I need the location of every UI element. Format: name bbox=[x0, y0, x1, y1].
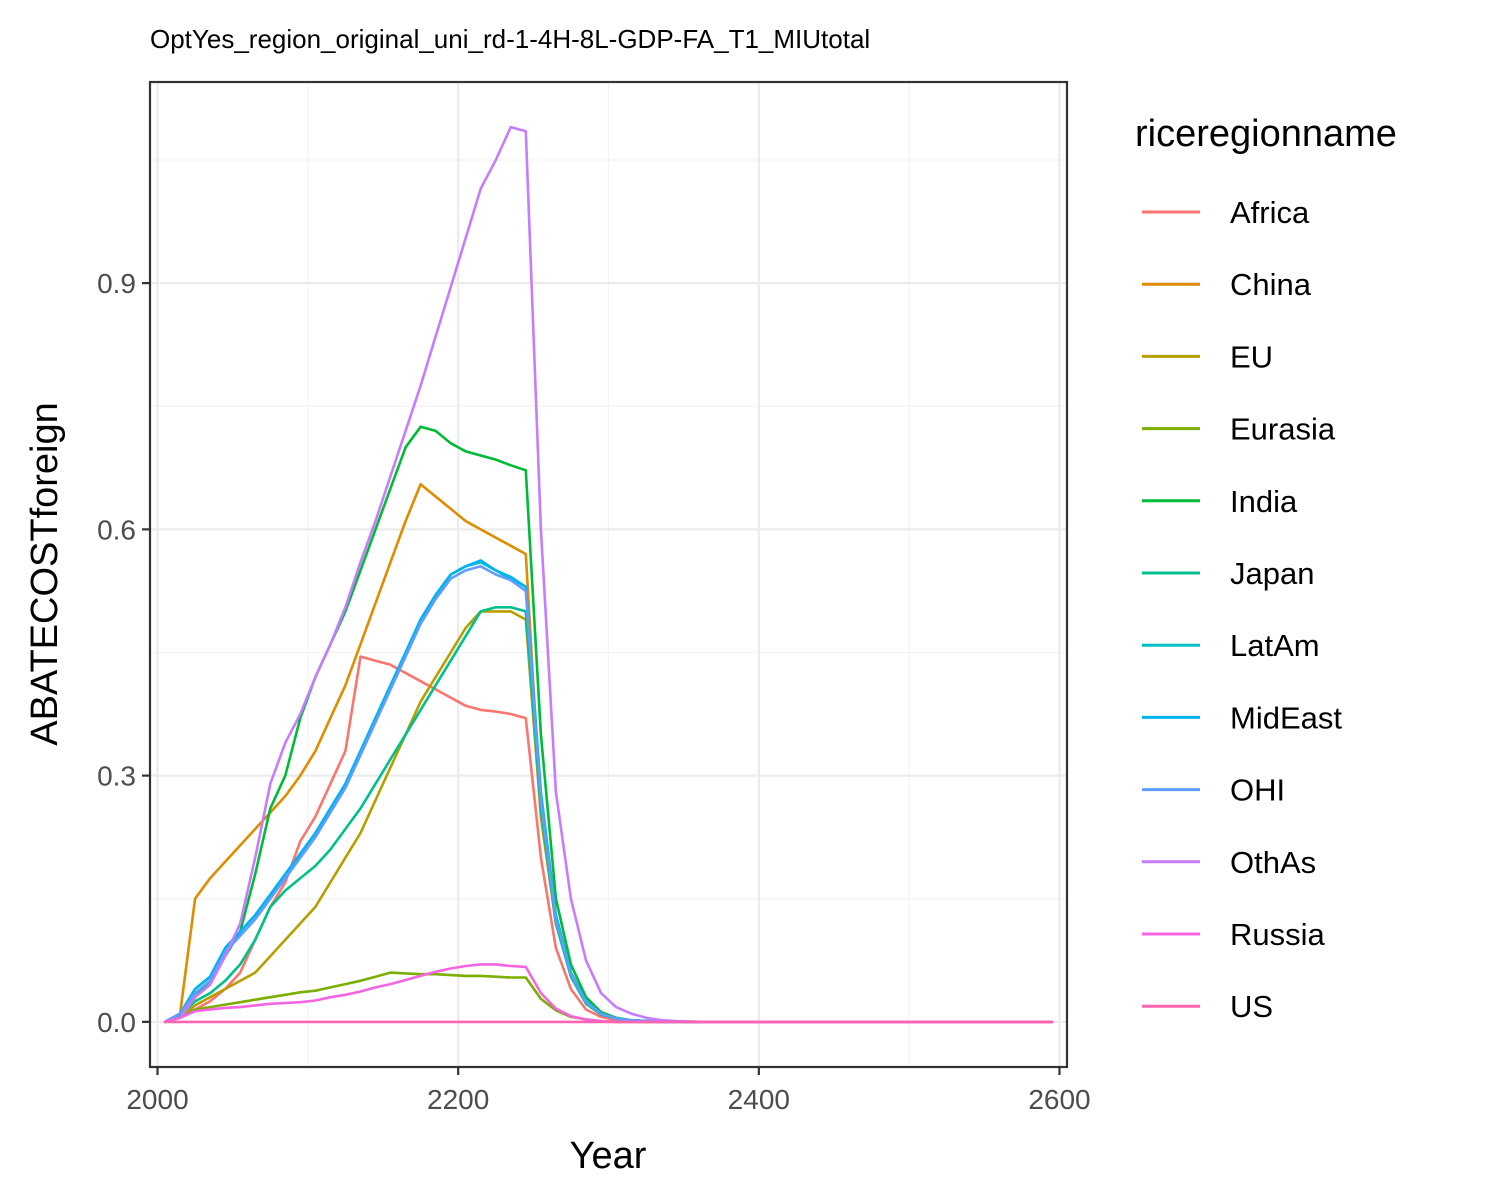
legend: riceregionname Africa China EU Eurasia India… bbox=[1135, 113, 1397, 1024]
legend-label-mideast: MidEast bbox=[1230, 700, 1342, 735]
minor-gridlines bbox=[150, 82, 1067, 1067]
legend-label-latam: LatAm bbox=[1230, 628, 1320, 663]
legend-items: Africa China EU Eurasia India Japan LatAm MidEa… bbox=[1142, 195, 1342, 1024]
y-axis-title: ABATECOSTforeign bbox=[24, 402, 66, 746]
y-tick-label: 0.3 bbox=[97, 761, 136, 792]
legend-title: riceregionname bbox=[1135, 113, 1397, 155]
legend-label-japan: Japan bbox=[1230, 556, 1314, 591]
major-gridlines bbox=[150, 82, 1067, 1067]
plot-border bbox=[148, 80, 1069, 1069]
series-line-othas bbox=[163, 125, 1054, 1024]
chart-title: OptYes_region_original_uni_rd-1-4H-8L-GD… bbox=[150, 24, 870, 54]
y-axis: 0.0 0.3 0.6 0.9 bbox=[97, 268, 150, 1038]
legend-label-africa: Africa bbox=[1230, 195, 1310, 230]
legend-label-china: China bbox=[1230, 267, 1312, 302]
legend-label-eu: EU bbox=[1230, 339, 1273, 374]
y-tick-label: 0.6 bbox=[97, 514, 136, 545]
y-tick-label: 0.0 bbox=[97, 1007, 136, 1038]
legend-label-russia: Russia bbox=[1230, 917, 1326, 952]
plot-area bbox=[148, 80, 1069, 1069]
legend-label-eurasia: Eurasia bbox=[1230, 412, 1336, 447]
legend-label-othas: OthAs bbox=[1230, 845, 1316, 880]
x-axis-title: Year bbox=[570, 1135, 647, 1177]
legend-label-india: India bbox=[1230, 484, 1298, 519]
legend-label-us: US bbox=[1230, 989, 1273, 1024]
x-tick-label: 2400 bbox=[728, 1084, 790, 1115]
series-lines bbox=[163, 125, 1054, 1024]
x-tick-label: 2200 bbox=[427, 1084, 489, 1115]
x-axis: 2000 2200 2400 2600 bbox=[126, 1067, 1091, 1115]
x-tick-label: 2000 bbox=[126, 1084, 188, 1115]
legend-label-ohi: OHI bbox=[1230, 773, 1285, 808]
x-tick-label: 2600 bbox=[1028, 1084, 1090, 1115]
y-tick-label: 0.9 bbox=[97, 268, 136, 299]
